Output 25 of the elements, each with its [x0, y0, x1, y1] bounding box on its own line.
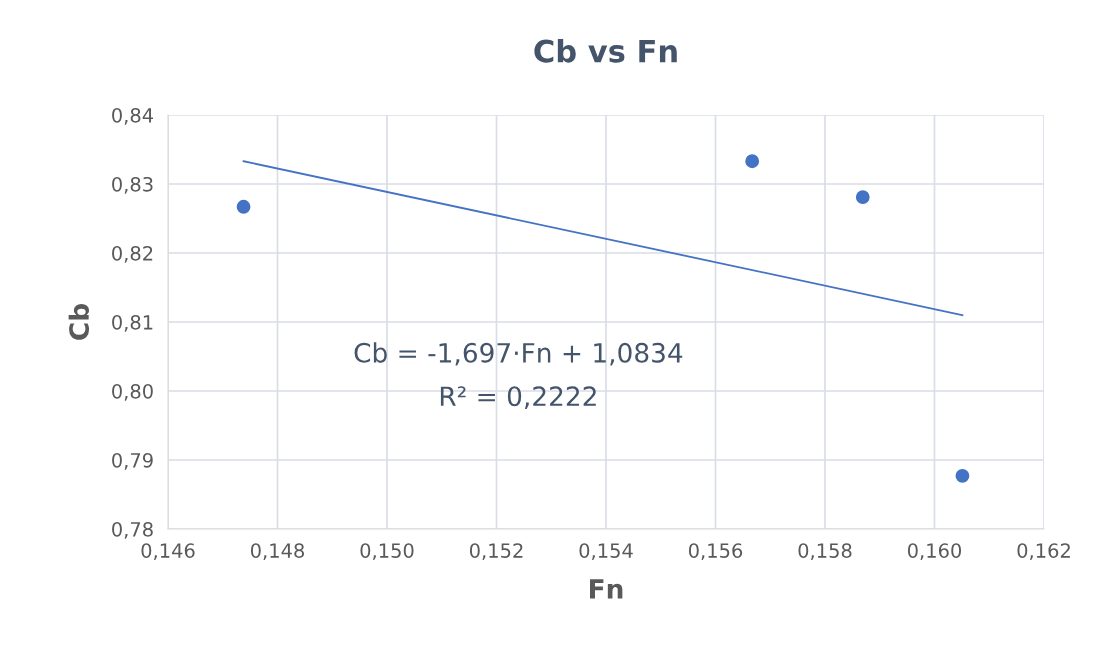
y-tick-label: 0,78 — [112, 521, 153, 539]
x-axis-title: Fn — [590, 579, 623, 599]
x-tick-label: 0,150 — [360, 543, 414, 560]
x-tick-label: 0,152 — [469, 543, 523, 560]
point — [955, 468, 970, 483]
x-tick-label: 0,148 — [250, 543, 304, 560]
x-tick-label: 0,156 — [688, 543, 743, 560]
y-tick-label: 0,84 — [112, 107, 154, 125]
x-tick-label: 0,146 — [141, 543, 195, 560]
x-tick-label: 0,162 — [1017, 543, 1070, 560]
x-tick-label: 0,160 — [907, 543, 962, 560]
y-tick-label: 0,79 — [112, 452, 153, 470]
x-tick-label: 0,158 — [798, 543, 852, 560]
annotation: Cb = -1,697·Fn + 1,0834 — [354, 342, 683, 366]
x-tick-label: 0,154 — [579, 543, 633, 560]
annotation: R² = 0,2222 — [440, 386, 596, 409]
point — [855, 190, 870, 205]
y-tick-label: 0,81 — [112, 314, 153, 332]
y-tick-label: 0,82 — [112, 245, 153, 263]
y-tick-label: 0,83 — [112, 176, 153, 194]
y-axis-title: Cb — [68, 304, 90, 340]
point — [236, 199, 251, 214]
chart-title: Cb vs Fn — [534, 39, 677, 63]
point — [745, 154, 760, 169]
y-tick-label: 0,80 — [112, 383, 153, 401]
